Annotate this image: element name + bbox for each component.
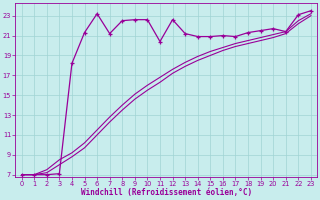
X-axis label: Windchill (Refroidissement éolien,°C): Windchill (Refroidissement éolien,°C) bbox=[81, 188, 252, 197]
